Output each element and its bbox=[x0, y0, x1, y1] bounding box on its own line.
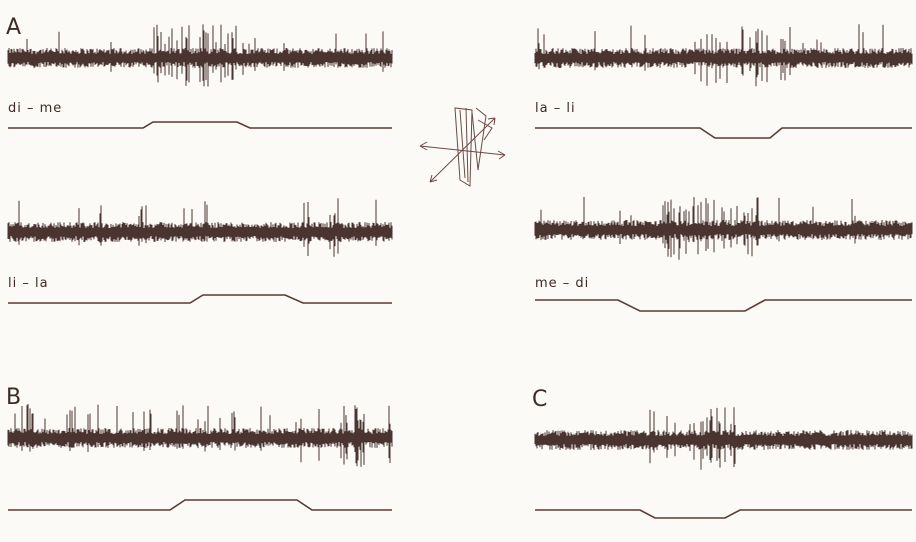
spike-recording bbox=[535, 407, 912, 470]
spike-recording bbox=[535, 24, 912, 86]
figure: A B C di – me la – li li – la me – di bbox=[0, 0, 916, 542]
stimulus-trace bbox=[535, 300, 912, 311]
stimulus-trace bbox=[8, 500, 392, 510]
recordings bbox=[8, 24, 912, 470]
panel-label: C bbox=[532, 387, 547, 412]
stimulus-label: di – me bbox=[8, 101, 62, 116]
stimulus-trace bbox=[535, 510, 912, 518]
receptor-sketch bbox=[420, 108, 505, 186]
spike-recording bbox=[8, 198, 392, 256]
panel-label: A bbox=[6, 15, 21, 40]
page: A B C di – me la – li li – la me – di ((… bbox=[0, 0, 916, 542]
spike-recording bbox=[8, 24, 392, 86]
stimulus-trace bbox=[535, 128, 912, 138]
stimulus-label: me – di bbox=[535, 276, 589, 291]
stimulus-label: la – li bbox=[535, 101, 576, 116]
panel-label: B bbox=[6, 385, 21, 410]
stimulus-trace bbox=[8, 122, 392, 128]
spike-recording bbox=[8, 404, 392, 467]
spike-recording bbox=[535, 197, 912, 260]
stimulus-trace bbox=[8, 295, 392, 303]
stimulus-label: li – la bbox=[8, 276, 49, 291]
